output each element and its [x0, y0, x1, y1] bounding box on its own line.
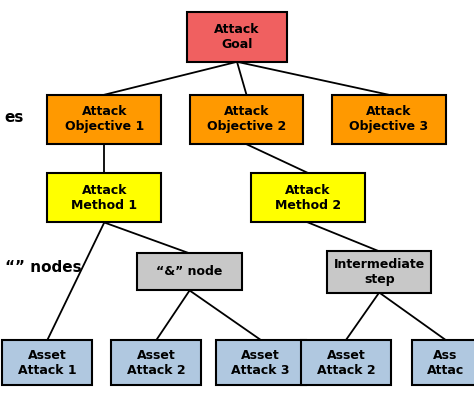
- Text: “&” node: “&” node: [156, 265, 223, 279]
- Text: Asset
Attack 1: Asset Attack 1: [18, 349, 77, 377]
- FancyBboxPatch shape: [187, 12, 287, 62]
- FancyBboxPatch shape: [327, 251, 431, 293]
- Text: Asset
Attack 2: Asset Attack 2: [127, 349, 186, 377]
- Text: Intermediate
step: Intermediate step: [334, 258, 425, 286]
- Text: Attack
Objective 1: Attack Objective 1: [64, 105, 144, 133]
- Text: Asset
Attack 2: Asset Attack 2: [317, 349, 375, 377]
- FancyBboxPatch shape: [251, 173, 365, 222]
- FancyBboxPatch shape: [47, 95, 161, 144]
- Text: Attack
Objective 3: Attack Objective 3: [349, 105, 428, 133]
- Text: “” nodes: “” nodes: [5, 260, 82, 275]
- Text: Attack
Goal: Attack Goal: [214, 23, 260, 51]
- FancyBboxPatch shape: [190, 95, 303, 144]
- Text: Asset
Attack 3: Asset Attack 3: [231, 349, 290, 377]
- Text: Attack
Method 2: Attack Method 2: [275, 184, 341, 212]
- FancyBboxPatch shape: [332, 95, 446, 144]
- Text: es: es: [5, 110, 24, 125]
- FancyBboxPatch shape: [47, 173, 161, 222]
- FancyBboxPatch shape: [137, 253, 242, 290]
- FancyBboxPatch shape: [301, 340, 391, 385]
- Text: Attack
Method 1: Attack Method 1: [71, 184, 137, 212]
- FancyBboxPatch shape: [412, 340, 474, 385]
- Text: Attack
Objective 2: Attack Objective 2: [207, 105, 286, 133]
- FancyBboxPatch shape: [111, 340, 201, 385]
- Text: Ass
Attac: Ass Attac: [427, 349, 464, 377]
- FancyBboxPatch shape: [2, 340, 92, 385]
- FancyBboxPatch shape: [216, 340, 306, 385]
